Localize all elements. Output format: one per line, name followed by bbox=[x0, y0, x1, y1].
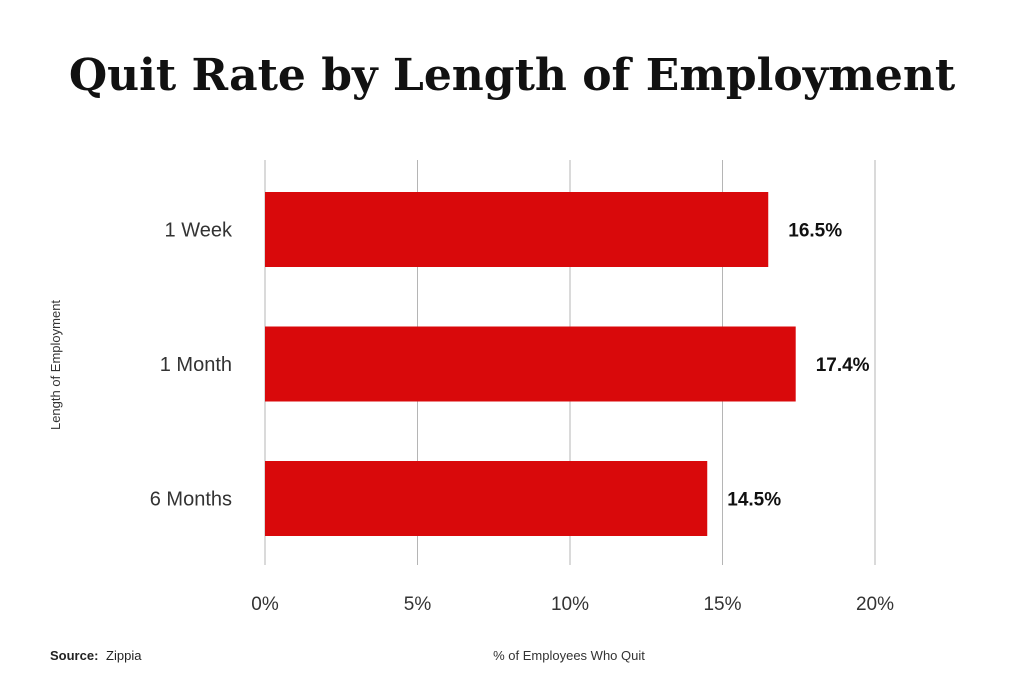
data-label: 14.5% bbox=[727, 490, 781, 511]
y-axis-title: Length of Employment bbox=[48, 300, 63, 430]
bar bbox=[265, 192, 769, 267]
category-label: 1 Month bbox=[160, 354, 232, 376]
data-label: 16.5% bbox=[788, 221, 842, 242]
data-label: 17.4% bbox=[816, 355, 870, 376]
x-tick-label: 10% bbox=[551, 594, 589, 615]
bar bbox=[265, 326, 796, 402]
source-label: Source: bbox=[50, 648, 98, 663]
x-tick-label: 20% bbox=[856, 594, 894, 615]
source-note: Source: Zippia bbox=[50, 648, 142, 663]
x-tick-label: 5% bbox=[404, 594, 432, 615]
bar bbox=[265, 461, 708, 536]
category-label: 1 Week bbox=[165, 220, 233, 242]
x-tick-label: 15% bbox=[703, 594, 741, 615]
source-name: Zippia bbox=[106, 648, 142, 663]
chart-title: Quit Rate by Length of Employment bbox=[69, 50, 956, 101]
bars bbox=[265, 192, 796, 536]
x-axis-title: % of Employees Who Quit bbox=[493, 648, 645, 663]
x-tick-label: 0% bbox=[251, 594, 279, 615]
category-label: 6 Months bbox=[150, 489, 232, 511]
labels: 0% 5% 10% 15% 20% 1 Week 16.5% 1 Month 17.4% 6 Mo… bbox=[150, 220, 894, 616]
